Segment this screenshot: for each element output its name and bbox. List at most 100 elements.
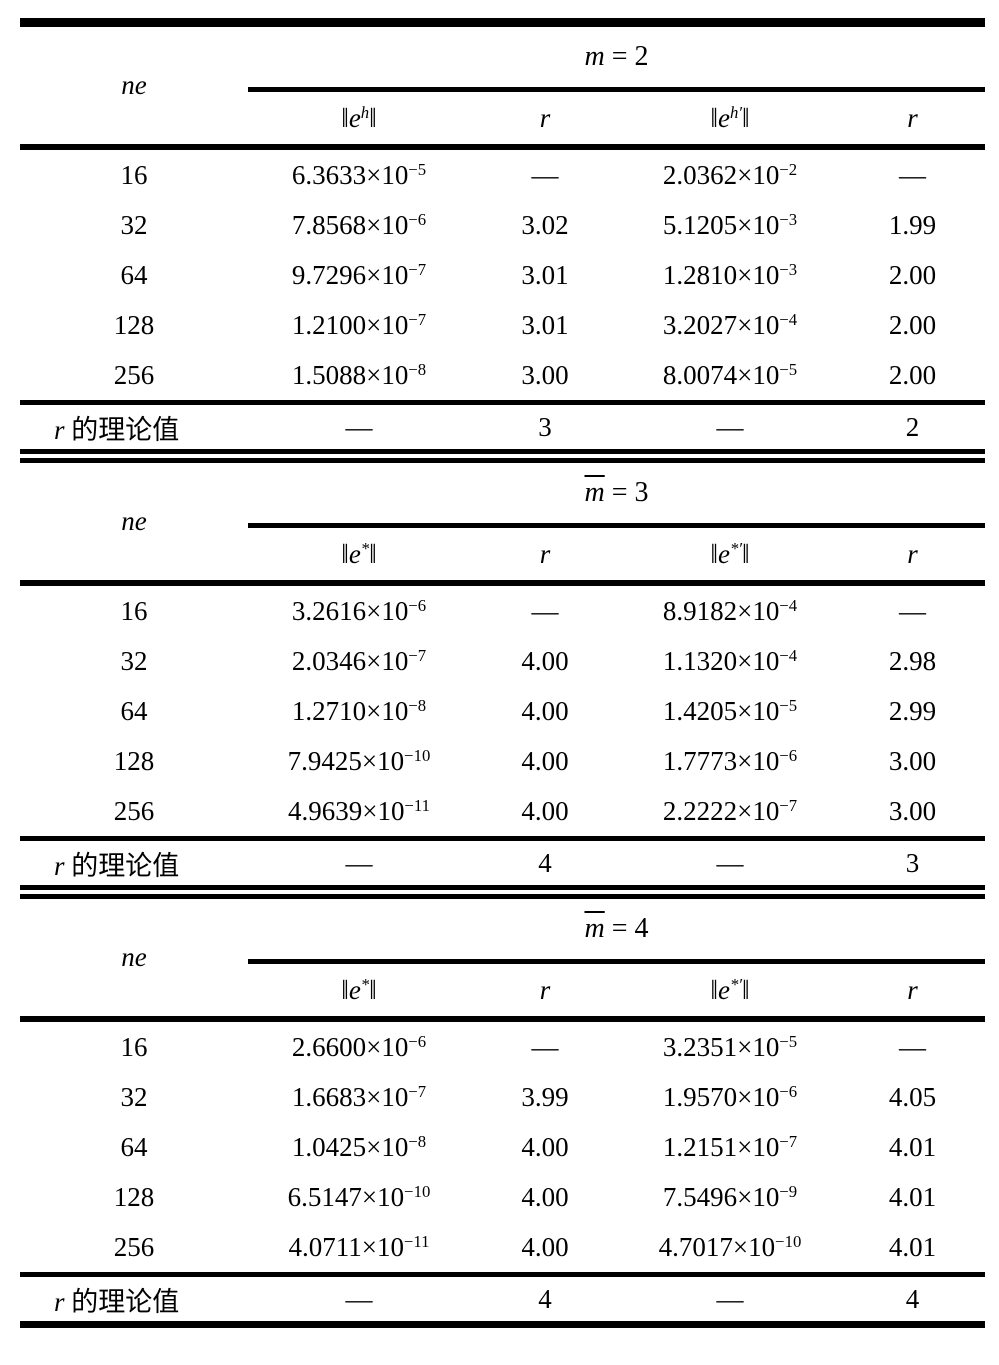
table-cell: 3.2027×10−4 — [662, 309, 798, 340]
ne-cell: 16 — [120, 159, 148, 190]
table-cell: — — [899, 595, 926, 626]
theory-cell: 4 — [905, 1283, 920, 1314]
theory-cell: — — [345, 411, 373, 442]
table-cell: 3.00 — [521, 359, 569, 390]
ne-cell: 256 — [113, 795, 155, 826]
ne-cell: 16 — [120, 1031, 148, 1062]
table-cell: 3.2351×10−5 — [662, 1031, 798, 1062]
section-header: ne m = 3 ‖e*‖ r ‖e*′‖ r — [20, 463, 985, 580]
table-cell: 1.2810×10−3 — [662, 259, 798, 290]
column-header: ‖e*‖ — [341, 538, 377, 569]
table-cell: 2.6600×10−6 — [291, 1031, 427, 1062]
table-cell: 1.2100×10−7 — [291, 309, 427, 340]
table-cell: 5.1205×10−3 — [662, 209, 798, 240]
group-header: m = 2 — [584, 41, 649, 72]
ne-cell: 64 — [120, 259, 148, 290]
table-cell: 4.7017×10−10 — [658, 1231, 802, 1262]
group-header: m = 4 — [584, 913, 649, 944]
theory-rule — [20, 1272, 985, 1277]
theory-cell: — — [716, 411, 744, 442]
ne-cell: 128 — [113, 1181, 155, 1212]
table-row: 32 2.0346×10−7 4.00 1.1320×10−4 2.98 — [20, 636, 985, 686]
ne-header: ne — [121, 506, 147, 536]
column-header: r — [539, 538, 551, 569]
table-cell: — — [531, 595, 559, 626]
column-header: ‖e*′‖ — [710, 974, 750, 1005]
table-row: 256 1.5088×10−8 3.00 8.0074×10−5 2.00 — [20, 350, 985, 400]
ne-cell: 128 — [113, 309, 155, 340]
table-cell: 2.0362×10−2 — [662, 159, 798, 190]
theory-row: r 的理论值 — 4 — 4 — [20, 1277, 985, 1321]
table-row: 128 6.5147×10−10 4.00 7.5496×10−9 4.01 — [20, 1172, 985, 1222]
table-row: 16 6.3633×10−5 — 2.0362×10−2 — — [20, 150, 985, 200]
spanner-rule — [248, 87, 985, 92]
table-cell: 7.8568×10−6 — [291, 209, 427, 240]
table-cell: 3.00 — [888, 745, 937, 776]
paper-table: ne m = 2 ‖eh‖ r ‖eh′‖ r 16 6.3633×10−5 — 2.036… — [20, 18, 985, 1328]
table-row: 32 7.8568×10−6 3.02 5.1205×10−3 1.99 — [20, 200, 985, 250]
table-cell: 4.01 — [888, 1181, 937, 1212]
section-header: ne m = 4 ‖e*‖ r ‖e*′‖ r — [20, 899, 985, 1016]
table-cell: 4.00 — [521, 745, 569, 776]
section-divider — [20, 449, 985, 463]
theory-cell: — — [716, 1283, 744, 1314]
table-row: 256 4.9639×10−11 4.00 2.2222×10−7 3.00 — [20, 786, 985, 836]
table-cell: 2.98 — [888, 645, 937, 676]
table-cell: 1.0425×10−8 — [291, 1131, 427, 1162]
table-cell: 1.9570×10−6 — [662, 1081, 798, 1112]
table-cell: 2.00 — [888, 309, 937, 340]
data-rows: 16 6.3633×10−5—2.0362×10−2—32 7.8568×10−6 3… — [20, 150, 985, 400]
table-section-mbar4: ne m = 4 ‖e*‖ r ‖e*′‖ r 16 2.6600×10−6 — 3.235… — [20, 899, 985, 1321]
table-cell: 7.5496×10−9 — [662, 1181, 798, 1212]
table-cell: 7.9425×10−10 — [287, 745, 431, 776]
table-cell: 3.01 — [521, 259, 569, 290]
column-header: ‖e*′‖ — [710, 538, 750, 569]
table-cell: 2.00 — [888, 259, 937, 290]
table-cell: 1.4205×10−5 — [662, 695, 798, 726]
ne-cell: 256 — [113, 359, 155, 390]
table-cell: 1.99 — [888, 209, 937, 240]
spanner-rule — [248, 523, 985, 528]
theory-cell: — — [716, 847, 744, 878]
theory-cell: 4 — [538, 847, 552, 878]
table-row: 64 1.0425×10−8 4.00 1.2151×10−7 4.01 — [20, 1122, 985, 1172]
column-header: r — [539, 974, 551, 1005]
table-row: 64 1.2710×10−8 4.00 1.4205×10−5 2.99 — [20, 686, 985, 736]
theory-rule — [20, 836, 985, 841]
table-row: 256 4.0711×10−11 4.00 4.7017×10−10 4.01 — [20, 1222, 985, 1272]
theory-cell: 2 — [905, 411, 920, 442]
theory-cell: — — [345, 1283, 373, 1314]
table-cell: 4.01 — [888, 1131, 937, 1162]
ne-cell: 64 — [120, 1131, 148, 1162]
header-rule — [20, 144, 985, 150]
data-rows: 16 2.6600×10−6—3.2351×10−5—32 1.6683×10−7 3… — [20, 1022, 985, 1272]
table-cell: 1.7773×10−6 — [662, 745, 798, 776]
column-header: r — [539, 102, 551, 133]
column-header: ‖eh‖ — [341, 102, 377, 133]
section-header: ne m = 2 ‖eh‖ r ‖eh′‖ r — [20, 27, 985, 144]
table-cell: 6.3633×10−5 — [291, 159, 427, 190]
table-cell: 4.00 — [521, 1131, 569, 1162]
table-section-m2: ne m = 2 ‖eh‖ r ‖eh′‖ r 16 6.3633×10−5 — 2.036… — [20, 27, 985, 449]
theory-row: r 的理论值 — 3 — 2 — [20, 405, 985, 449]
table-cell: 8.0074×10−5 — [662, 359, 798, 390]
table-cell: 4.01 — [888, 1231, 937, 1262]
table-cell: — — [531, 159, 559, 190]
spanner-rule — [248, 959, 985, 964]
table-cell: 6.5147×10−10 — [287, 1181, 431, 1212]
theory-cell: 3 — [905, 847, 920, 878]
table-cell: 4.00 — [521, 695, 569, 726]
column-header: r — [907, 974, 918, 1005]
table-row: 16 2.6600×10−6 — 3.2351×10−5 — — [20, 1022, 985, 1072]
column-header: r — [907, 538, 918, 569]
table-cell: — — [531, 1031, 559, 1062]
theory-rule — [20, 400, 985, 405]
column-header: ‖e*‖ — [341, 974, 377, 1005]
ne-cell: 128 — [113, 745, 155, 776]
table-cell: 4.0711×10−11 — [288, 1231, 430, 1262]
table-cell: 8.9182×10−4 — [662, 595, 798, 626]
table-cell: 1.1320×10−4 — [662, 645, 798, 676]
table-cell: 4.00 — [521, 645, 569, 676]
table-cell: 2.99 — [888, 695, 937, 726]
theory-row: r 的理论值 — 4 — 3 — [20, 841, 985, 885]
